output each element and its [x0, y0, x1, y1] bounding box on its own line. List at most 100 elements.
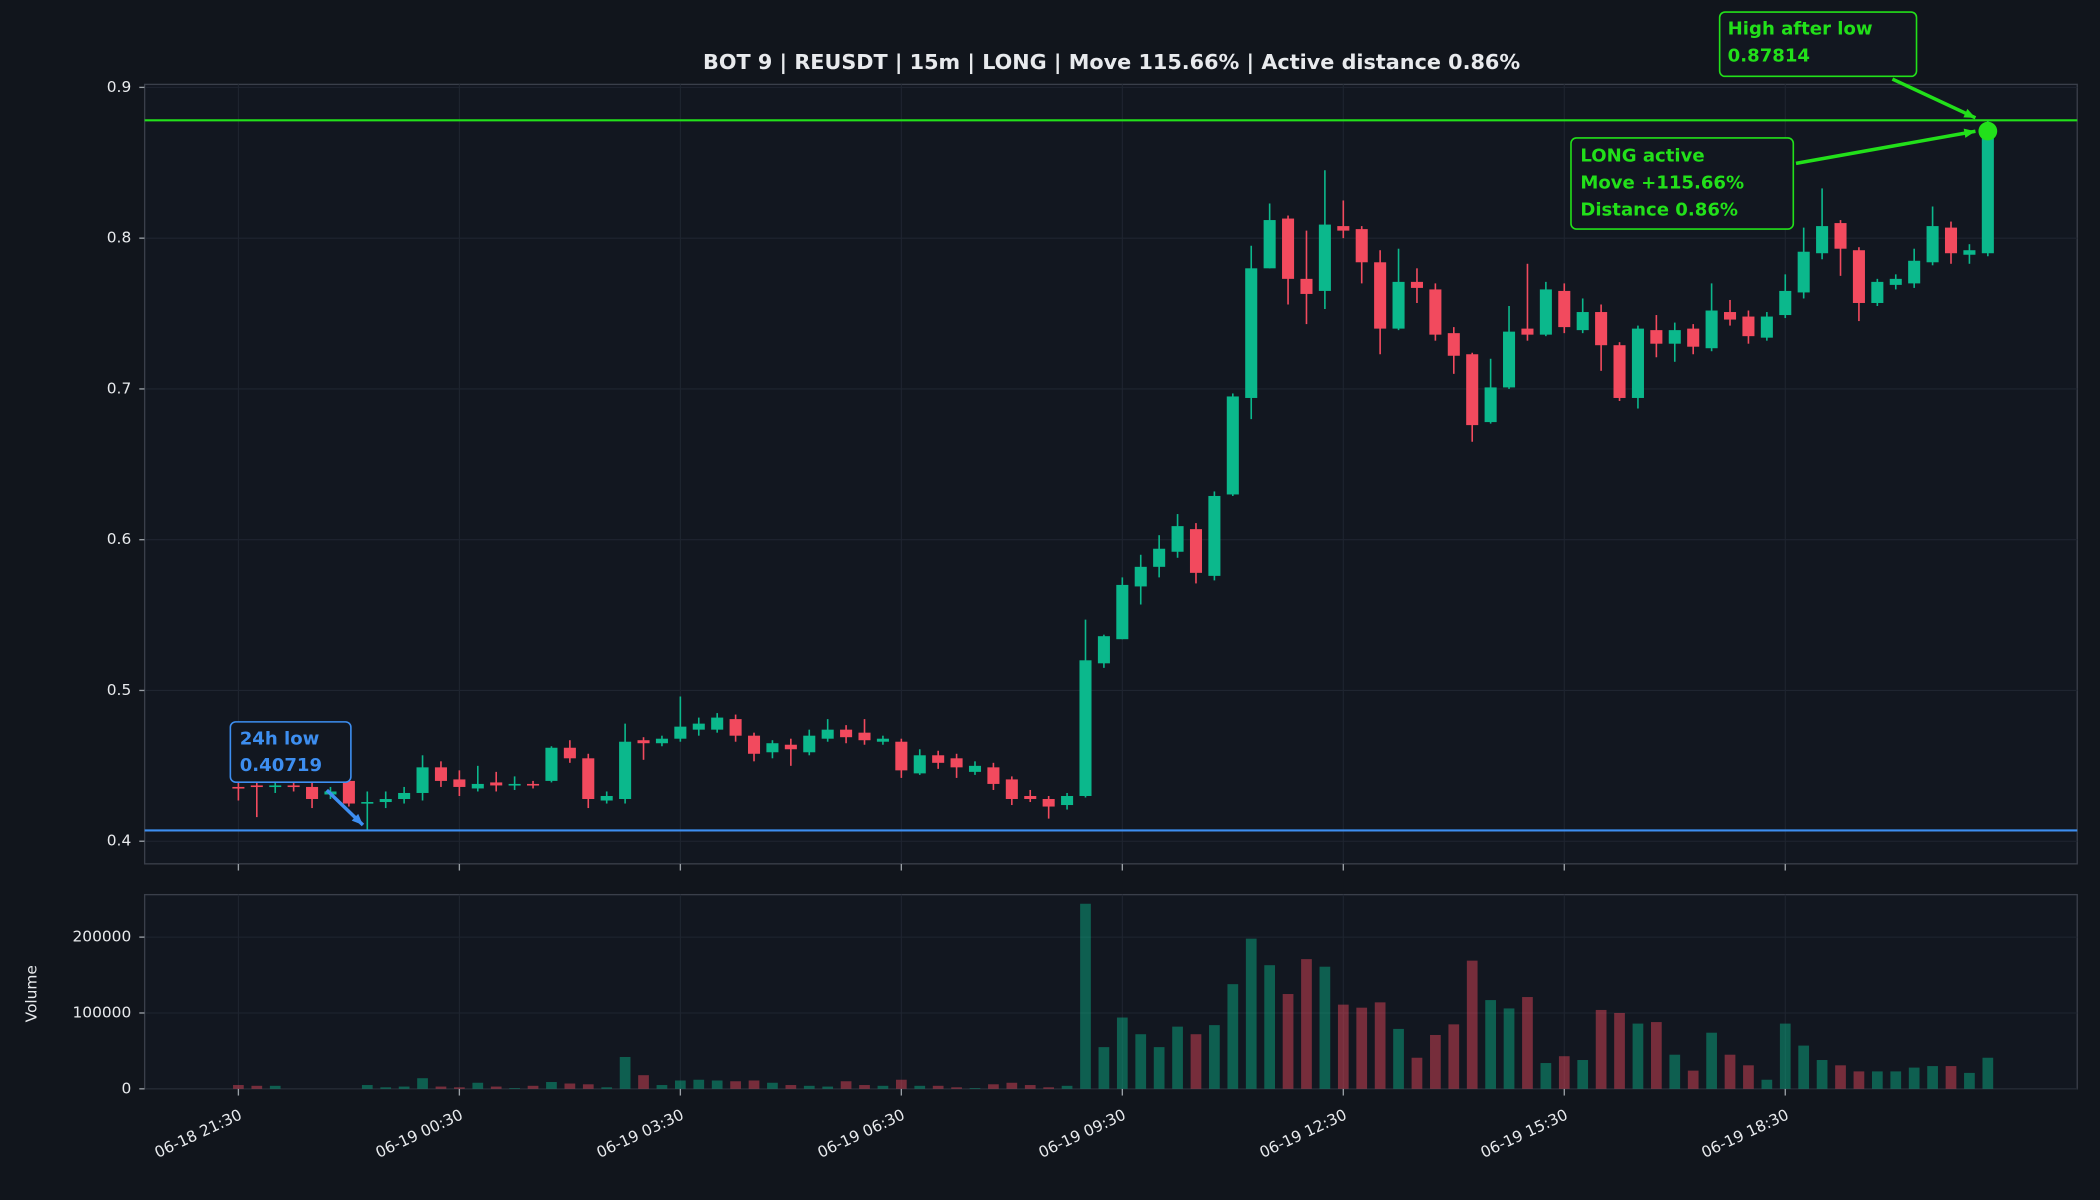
volume-bar [1964, 1072, 1975, 1089]
volume-bar [1687, 1070, 1699, 1089]
volume-bar [1798, 1045, 1810, 1089]
volume-bar [1319, 966, 1331, 1089]
annotation-text: LONG active [1580, 146, 1704, 167]
candle-body [1226, 396, 1239, 495]
candle-body [1484, 387, 1497, 423]
volume-bar [454, 1087, 465, 1089]
annotation-text: 0.87814 [1728, 45, 1810, 66]
volume-bar [1485, 1000, 1496, 1089]
volume-bar [988, 1084, 999, 1089]
volume-bar [1779, 1023, 1791, 1089]
volume-bar [1669, 1054, 1681, 1089]
candle-body [858, 732, 871, 741]
volume-bar [1761, 1079, 1773, 1089]
volume-bar [1374, 1002, 1386, 1089]
candle-body [1871, 281, 1884, 303]
volume-bar [951, 1087, 962, 1089]
volume-bar [233, 1085, 244, 1089]
volume-bar [251, 1085, 263, 1089]
volume-tick-label: 100000 [72, 1003, 131, 1021]
volume-bar [1632, 1023, 1644, 1089]
volume-bar [1522, 997, 1533, 1089]
volume-bar [1614, 1012, 1625, 1089]
candle-body [1171, 526, 1184, 552]
volume-bar [1080, 903, 1091, 1089]
candle-body [1263, 220, 1276, 269]
volume-bar [711, 1080, 723, 1089]
candle-body [1503, 331, 1516, 388]
candle-body [1760, 316, 1773, 338]
volume-bar [1006, 1082, 1018, 1089]
candle-body [932, 755, 945, 763]
volume-bar [1301, 959, 1312, 1089]
volume-bar [638, 1075, 649, 1089]
candle-body [1429, 289, 1442, 335]
candle-body [527, 783, 540, 786]
candle-body [1926, 226, 1939, 263]
volume-bar [1706, 1032, 1717, 1089]
volume-bar [1927, 1066, 1938, 1089]
candle-body [471, 783, 484, 789]
volume-bar [730, 1081, 741, 1089]
annotation-arrowhead [1963, 108, 1976, 118]
candle-body [1374, 262, 1387, 329]
volume-bar [619, 1056, 631, 1089]
volume-bar [767, 1082, 778, 1089]
volume-bar [803, 1085, 815, 1089]
candle-body [1742, 316, 1755, 337]
volume-bar [1245, 938, 1257, 1089]
candle-body [895, 741, 908, 771]
annotation-arrow [1795, 129, 1976, 166]
candle-body [840, 729, 853, 738]
volume-axis-label: Volume [23, 965, 41, 1022]
volume-bar [693, 1079, 705, 1089]
candle-body [747, 735, 761, 754]
candle-body [1963, 250, 1976, 255]
volume-bar [1816, 1060, 1828, 1089]
volume-bar [1098, 1047, 1110, 1089]
volume-bar [1871, 1071, 1883, 1089]
candle-body [1337, 226, 1350, 231]
candle-body [968, 765, 982, 772]
candle-body [600, 795, 613, 801]
candle-body [1889, 278, 1902, 285]
candle-body [766, 743, 779, 753]
volume-bar [1908, 1067, 1920, 1089]
volume-bar [1172, 1026, 1183, 1089]
volume-bar [1356, 1007, 1368, 1089]
candle-body [1447, 333, 1460, 356]
candle-body [342, 780, 355, 804]
candle-body [1466, 354, 1479, 426]
y-tick-label: 0.6 [107, 530, 131, 548]
volume-bar [582, 1084, 594, 1089]
volume-bar [472, 1082, 484, 1089]
candle-body [1245, 268, 1258, 398]
annotation-text: Move +115.66% [1580, 172, 1744, 193]
volume-bar [601, 1087, 613, 1089]
annotation-text: 24h low [240, 728, 320, 749]
volume-bar [1264, 965, 1275, 1089]
candle-body [269, 785, 282, 788]
candle-body [379, 799, 392, 803]
volume-bar [822, 1086, 834, 1089]
candle-body [1613, 345, 1626, 398]
volume-bar [914, 1085, 926, 1089]
volume-panel [143, 893, 2078, 1090]
volume-bar [527, 1085, 539, 1089]
candle-body [306, 786, 319, 800]
candle-body [876, 738, 889, 742]
volume-bar [417, 1078, 428, 1089]
candle-body [1816, 226, 1829, 254]
volume-bar [675, 1080, 686, 1089]
current-price-dot [1978, 121, 1998, 141]
volume-bar [1043, 1087, 1055, 1089]
candle-body [1539, 289, 1552, 335]
candle-body [1061, 795, 1074, 806]
candle-body [674, 726, 687, 739]
candle-body [913, 755, 926, 774]
candle-body [1631, 328, 1644, 398]
volume-bar [1466, 960, 1478, 1089]
volume-bar [490, 1086, 502, 1089]
volume-bar [1890, 1071, 1902, 1089]
annotation-arrow [1891, 77, 1977, 120]
